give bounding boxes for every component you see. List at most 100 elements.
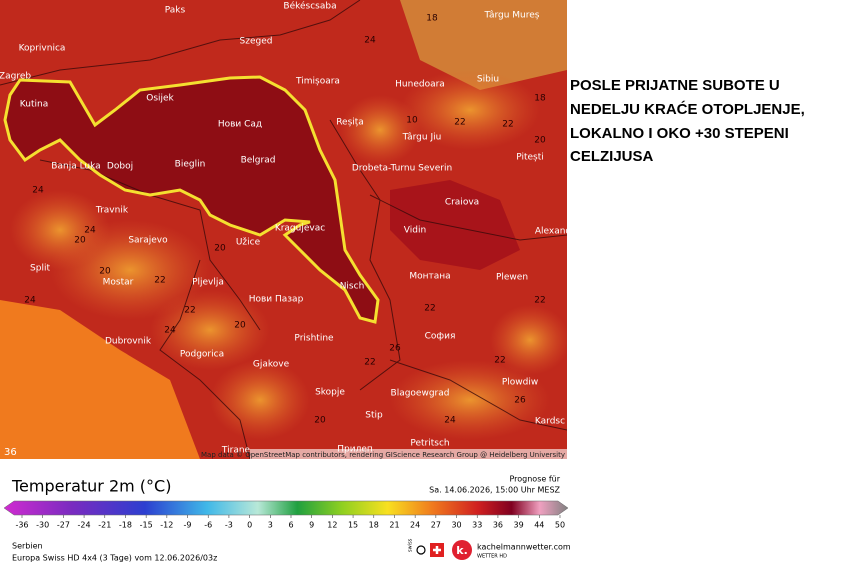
swiss-cross [433, 546, 441, 554]
city-label: Skopje [315, 388, 345, 398]
colorbar-tick-label: 39 [514, 521, 524, 530]
city-label: Hunedoara [395, 80, 445, 90]
city-labels: Paks Békéscsaba Szeged Koprivnica Zagreb Kuti… [0, 1, 571, 456]
temperature-label: 10 [406, 116, 418, 126]
city-label: Osijek [146, 94, 174, 104]
city-label: Нови Сад [218, 120, 262, 130]
colorbar-tick-label: 6 [288, 521, 293, 530]
city-label: Alexand [535, 227, 571, 237]
colorbar-tick-label: -18 [119, 521, 132, 530]
temperature-label: 18 [534, 94, 546, 104]
colorbar-tick-label: 30 [451, 521, 461, 530]
sea [0, 300, 200, 459]
city-label: Sibiu [477, 75, 499, 85]
temperature-label: 24 [164, 326, 176, 336]
colorbar-tick-label: 36 [493, 521, 503, 530]
city-label: Podgorica [180, 350, 224, 360]
temperature-label: 24 [24, 296, 36, 306]
city-label: Belgrad [241, 156, 276, 166]
temperature-label: 22 [364, 358, 375, 368]
city-label: Pitești [516, 153, 544, 163]
temperature-label: 26 [389, 344, 401, 354]
colorbar: -36 -30 -27 -24 -21 -18 -15 -12 -9 -6 -3 0 3 6 9 12 15 18… [3, 500, 569, 530]
brand-sub: WETTER HD [477, 554, 507, 560]
temperature-label: 22 [184, 306, 195, 316]
temperature-label: 22 [454, 118, 465, 128]
legend-title: Temperatur 2m (°C) [11, 477, 171, 496]
city-label: Paks [165, 6, 186, 16]
forecast-label: Prognose für [509, 475, 560, 484]
temperature-label: 24 [444, 416, 456, 426]
headline-line: POSLE PRIJATNE SUBOTE U [570, 77, 780, 94]
temperature-label: 20 [214, 244, 226, 254]
forecast-time: Sa. 14.06.2026, 15:00 Uhr MESZ [429, 486, 560, 495]
city-label: Craiova [445, 198, 479, 208]
region: Serbien [12, 542, 43, 551]
model-info: Europa Swiss HD 4x4 (3 Tage) vom 12.06.2… [12, 554, 217, 563]
colorbar-tick-label: 9 [309, 521, 314, 530]
temperature-label: 24 [364, 36, 376, 46]
corner-label: 36 [4, 447, 17, 458]
colorbar-tick-label: -9 [184, 521, 192, 530]
city-label: Banja Luka [51, 162, 100, 172]
brand-logo-letter: k. [456, 544, 468, 557]
headline-line: CELZIJUSA [570, 148, 654, 165]
city-label: Kutina [20, 100, 48, 110]
headline-line: NEDELJU KRAĆE OTOPLJENJE, [570, 100, 805, 118]
temperature-label: 22 [154, 276, 165, 286]
colorbar-tick-label: 24 [410, 521, 420, 530]
temperature-label: 24 [84, 226, 96, 236]
highlight-outline [3, 75, 380, 324]
city-label: Kardsc [535, 417, 565, 427]
city-label: Užice [236, 238, 261, 248]
colorbar-tick-label: 44 [534, 521, 544, 530]
city-label: Reșița [336, 118, 364, 128]
borders [0, 0, 567, 459]
colorbar-tick-label: -24 [78, 521, 91, 530]
colorbar-tick-label: -15 [140, 521, 153, 530]
colorbar-tick-label: -21 [98, 521, 111, 530]
hot-region [5, 77, 378, 322]
temperature-label: 26 [514, 396, 526, 406]
city-label: Split [30, 264, 50, 274]
city-label: Tirane [221, 446, 251, 456]
city-label: София [425, 332, 456, 342]
city-label: Gjakove [253, 360, 290, 370]
temperature-label: 22 [424, 304, 435, 314]
hot-region [390, 180, 520, 270]
city-label: Нови Пазар [249, 295, 304, 305]
headline: POSLE PRIJATNE SUBOTE U NEDELJU KRAĆE OT… [570, 77, 805, 165]
colorbar-tick-label: 27 [431, 521, 441, 530]
city-label: Kragujevac [275, 224, 325, 234]
colorbar-tick-label: -36 [15, 521, 28, 530]
city-label: Mostar [103, 278, 134, 288]
colorbar-tick-label: 50 [555, 521, 565, 530]
city-label: Stip [365, 411, 383, 421]
city-label: Blagoewgrad [391, 389, 450, 399]
city-label: Békéscsaba [283, 1, 336, 12]
temperature-label: 20 [534, 136, 546, 146]
colorbar-tick-label: -30 [36, 521, 49, 530]
headline-line: LOKALNO I OKO +30 STEPENI [570, 125, 789, 142]
temperature-label: 22 [494, 356, 505, 366]
temperature-label: 20 [234, 321, 246, 331]
colorbar-tick-label: 3 [268, 521, 273, 530]
warm-spots [10, 70, 567, 440]
city-label: Pljevlja [192, 278, 224, 288]
temperature-labels: 1818222024222024222022202422262224202224… [24, 14, 546, 426]
temperature-label: 20 [74, 236, 86, 246]
city-label: Plewen [496, 273, 528, 283]
colorbar-bar [3, 500, 569, 516]
city-label: Dubrovnik [105, 337, 152, 347]
city-label: Nisch [340, 282, 365, 292]
colorbar-tick-label: -12 [160, 521, 173, 530]
temperature-label: 24 [32, 186, 44, 196]
city-label: Sarajevo [128, 236, 168, 246]
temperature-label: 22 [534, 296, 545, 306]
colorbar-tick-label: 12 [327, 521, 337, 530]
colorbar-tick-label: 33 [472, 521, 482, 530]
city-label: Doboj [107, 162, 133, 172]
map: Paks Békéscsaba Szeged Koprivnica Zagreb Kuti… [0, 0, 571, 459]
brand: swiss k. kachelmannwetter.com WETTER HD [408, 538, 571, 560]
